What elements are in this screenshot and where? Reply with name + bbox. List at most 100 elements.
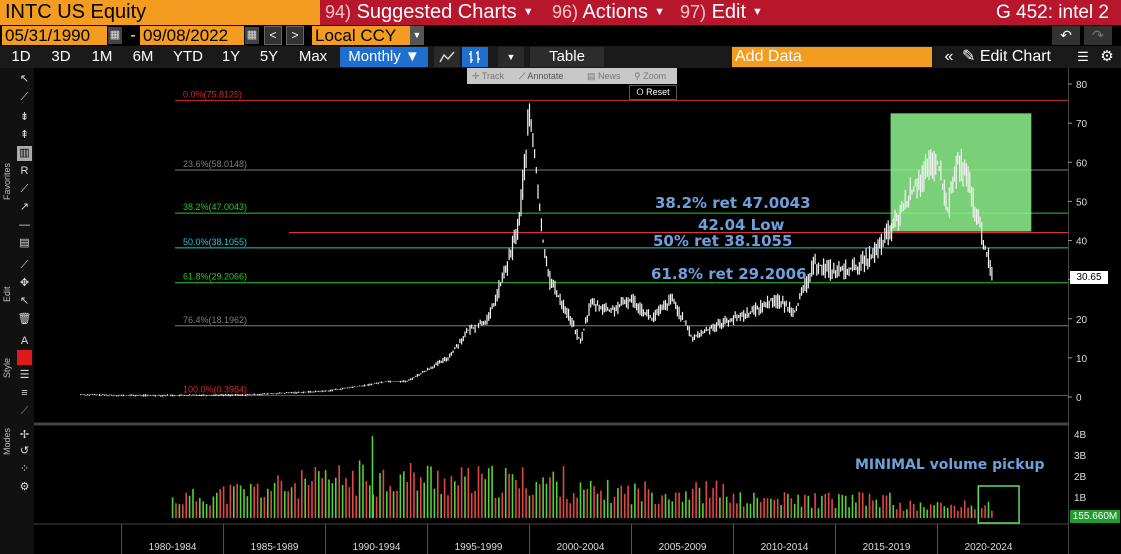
fib-level-label: 100.0%(0.3984) — [183, 384, 247, 394]
volume-tick-label: 4B — [1074, 430, 1087, 441]
fib-tool-icon[interactable]: ⇟ — [19, 111, 30, 123]
annotation-382-ret[interactable]: 38.2% ret 47.0043 — [655, 194, 811, 212]
line-chart-icon[interactable] — [434, 47, 460, 67]
x-tick-label: 1995-1999 — [455, 542, 503, 553]
period-1y-button[interactable]: 1Y — [221, 48, 241, 65]
news-label: News — [598, 71, 621, 81]
range-tool-icon[interactable]: R — [20, 165, 29, 177]
bar-chart-icon[interactable] — [462, 47, 488, 67]
select-icon[interactable]: ↖ — [19, 295, 30, 307]
calendar-icon[interactable]: ▦ — [108, 27, 122, 44]
dots-icon[interactable]: ⁘ — [19, 463, 30, 475]
edit-menu[interactable]: 97) Edit ▼ — [680, 0, 763, 25]
cycle-icon[interactable]: ↺ — [19, 445, 30, 457]
period-max-button[interactable]: Max — [298, 48, 328, 65]
next-arrow-icon[interactable]: > — [286, 26, 304, 45]
window-title: G 452: intel 2 — [995, 2, 1109, 23]
volume-bars-up — [171, 460, 990, 518]
volume-bars-down — [175, 463, 993, 518]
reset-button[interactable]: ⭘ Reset — [629, 85, 677, 100]
period-3d-button[interactable]: 3D — [51, 48, 71, 65]
collapse-left-icon[interactable]: « — [944, 48, 954, 65]
annotation-618-ret[interactable]: 61.8% ret 29.2006 — [651, 265, 807, 283]
period-6m-button[interactable]: 6M — [132, 48, 154, 65]
fib-level-label: 76.4%(18.1962) — [183, 315, 247, 325]
trash-icon[interactable]: 🗑 — [17, 313, 32, 325]
edit-chart-label: Edit Chart — [979, 48, 1051, 65]
eraser-icon[interactable]: ⟋ — [20, 405, 29, 417]
news-button[interactable]: ▤ News — [587, 71, 621, 81]
table-button[interactable]: Table — [530, 47, 604, 67]
last-volume-badge: 155.660M — [1070, 510, 1120, 523]
suggested-charts-menu[interactable]: 94) Suggested Charts ▼ — [325, 0, 534, 25]
volume-highlight-box — [977, 485, 1020, 524]
chevron-down-icon[interactable]: ▼ — [498, 47, 524, 67]
period-1d-button[interactable]: 1D — [11, 48, 31, 65]
annotation-low[interactable]: 42.04 Low — [698, 216, 785, 234]
add-data-input[interactable]: Add Data — [732, 47, 932, 67]
menu-label: Suggested Charts — [356, 1, 517, 23]
chart-float-toolbar — [467, 68, 677, 84]
settings-list-icon[interactable]: ☰ — [1077, 49, 1089, 64]
x-tick-label: 2010-2014 — [761, 542, 809, 553]
fib-retracement-icon[interactable]: ⇞ — [19, 129, 30, 141]
chevron-down-icon[interactable]: ▼ — [410, 26, 424, 45]
annotate-button[interactable]: ⟋ Annotate — [519, 71, 564, 81]
x-tick-label: 2015-2019 — [863, 542, 911, 553]
date-separator: - — [130, 27, 136, 44]
channel-icon[interactable]: ▤ — [19, 237, 30, 249]
period-ytd-button[interactable]: YTD — [173, 48, 203, 65]
move-icon[interactable]: ✥ — [19, 277, 30, 289]
annotation-volume[interactable]: MINIMAL volume pickup — [855, 457, 1045, 473]
line-weight-icon[interactable]: ☰ — [19, 369, 30, 381]
gear-icon[interactable]: ⚙ — [1100, 48, 1114, 65]
zoom-button[interactable]: ⚲ Zoom — [634, 71, 667, 81]
redo-icon[interactable]: ↷ — [1084, 26, 1112, 45]
line-tool-icon[interactable]: ⟋ — [20, 91, 29, 103]
calendar-icon[interactable]: ▦ — [245, 27, 259, 44]
trend-line-icon[interactable]: ⟋ — [20, 183, 29, 195]
volume-tick-label: 3B — [1074, 451, 1087, 462]
gear-icon[interactable]: ⚙ — [19, 481, 30, 493]
x-tick-label: 2005-2009 — [659, 542, 707, 553]
crosshair-icon[interactable]: ✢ — [19, 429, 30, 441]
x-tick-label: 1980-1984 — [149, 542, 197, 553]
x-tick-label: 1990-1994 — [353, 542, 401, 553]
end-date-field[interactable]: 09/08/2022 — [140, 26, 244, 45]
track-button[interactable]: ✛ Track — [472, 71, 505, 81]
security-ticker[interactable]: INTC US Equity — [0, 0, 320, 25]
right-axis — [1068, 68, 1121, 554]
edit-chart-button[interactable]: ✎ Edit Chart — [962, 47, 1066, 67]
x-tick-label: 2020-2024 — [965, 542, 1013, 553]
price-series — [80, 103, 993, 397]
actions-menu[interactable]: 96) Actions ▼ — [552, 0, 665, 25]
y-tick-label: 10 — [1076, 354, 1088, 365]
y-tick-label: 20 — [1076, 315, 1088, 326]
prev-arrow-icon[interactable]: < — [264, 26, 282, 45]
y-tick-label: 50 — [1076, 197, 1088, 208]
chart-tool-icon[interactable]: ▥ — [17, 146, 32, 161]
horizontal-line-icon[interactable]: — — [19, 219, 30, 231]
x-tick-label: 1985-1989 — [251, 542, 299, 553]
undo-icon[interactable]: ↶ — [1052, 26, 1080, 45]
frequency-select[interactable]: Monthly ▼ — [340, 47, 428, 67]
arrow-line-icon[interactable]: ↗ — [19, 201, 30, 213]
period-5y-button[interactable]: 5Y — [259, 48, 279, 65]
annotate-label: Annotate — [527, 71, 564, 81]
y-tick-label: 70 — [1076, 119, 1088, 130]
period-1m-button[interactable]: 1M — [91, 48, 113, 65]
start-date-field[interactable]: 05/31/1990 — [2, 26, 107, 45]
pointer-icon[interactable]: ↖ — [19, 73, 30, 85]
currency-select[interactable]: Local CCY — [312, 26, 410, 45]
menu-number: 94) — [325, 2, 352, 22]
annotation-50-ret[interactable]: 50% ret 38.1055 — [653, 232, 793, 250]
caret-down-icon: ▼ — [752, 6, 763, 19]
fib-level-label: 23.6%(58.0148) — [183, 159, 247, 169]
y-tick-label: 0 — [1076, 393, 1082, 404]
pen-icon[interactable]: ⟋ — [20, 259, 29, 271]
color-swatch-icon[interactable] — [17, 350, 32, 365]
text-tool-icon[interactable]: A — [20, 335, 29, 347]
menu-label: Edit — [711, 1, 747, 23]
line-style-icon[interactable]: ≡ — [21, 387, 28, 399]
